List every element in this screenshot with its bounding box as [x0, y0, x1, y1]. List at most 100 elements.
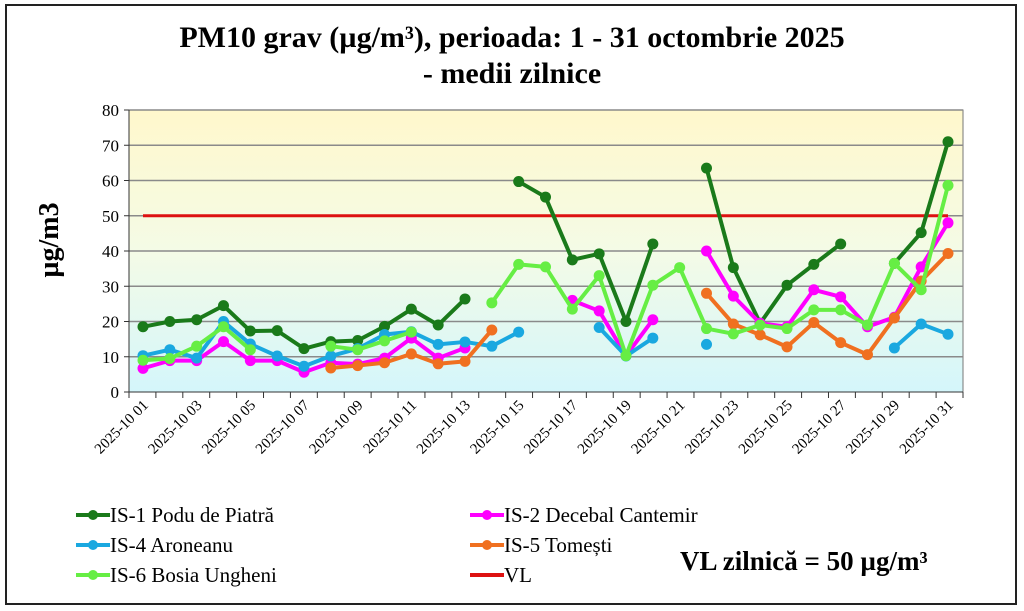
data-point	[137, 362, 149, 374]
data-point	[727, 318, 739, 330]
data-point	[459, 293, 471, 305]
data-point	[405, 348, 417, 360]
data-point	[566, 254, 578, 266]
y-axis-label: µg/m3	[34, 202, 65, 277]
data-point	[513, 258, 525, 270]
series-line	[704, 221, 950, 329]
data-point	[808, 284, 820, 296]
data-point	[647, 238, 659, 250]
x-tick-label: 2025-10 21	[629, 398, 689, 458]
data-point	[781, 279, 793, 291]
data-point	[459, 336, 471, 348]
data-point	[218, 300, 229, 312]
data-point	[701, 323, 712, 335]
x-tick-label: 2025-10 01	[92, 398, 152, 458]
y-tick-label: 70	[102, 136, 119, 155]
legend-label: IS-6 Bosia Ungheni	[110, 563, 277, 587]
data-point	[271, 325, 283, 337]
data-point	[915, 284, 927, 296]
data-point	[862, 349, 873, 361]
data-point	[781, 323, 793, 335]
x-tick-label: 2025-10 25	[736, 398, 796, 458]
y-tick-label: 80	[102, 101, 119, 120]
x-tick-label: 2025-10 27	[790, 397, 850, 457]
data-point	[379, 357, 390, 369]
data-point	[325, 350, 337, 362]
data-point	[727, 328, 739, 340]
y-tick-label: 0	[111, 383, 120, 402]
data-point	[754, 319, 766, 331]
legend-item: IS-2 Decebal Cantemir	[470, 502, 698, 528]
data-point	[298, 343, 310, 355]
data-point	[942, 328, 954, 340]
data-point	[379, 320, 390, 332]
data-point	[701, 245, 712, 257]
data-point	[620, 350, 632, 362]
legend-label: VL	[504, 563, 532, 587]
data-point	[325, 340, 337, 352]
data-point	[191, 314, 203, 326]
legend-item: IS-6 Bosia Ungheni	[76, 562, 277, 588]
data-point	[352, 335, 364, 347]
data-point	[244, 355, 256, 367]
data-point	[164, 344, 176, 356]
legend-item: IS-1 Podu de Piatră	[76, 502, 274, 528]
data-point	[593, 248, 605, 260]
data-point	[432, 338, 444, 350]
data-point	[593, 305, 605, 317]
data-point	[218, 336, 229, 348]
x-tick-label: 2025-10 03	[146, 398, 206, 458]
data-point	[244, 325, 256, 337]
data-point	[459, 355, 471, 367]
data-point	[405, 303, 417, 315]
x-tick-label: 2025-10 29	[843, 398, 903, 458]
data-point	[352, 344, 364, 356]
data-point	[942, 136, 954, 148]
legend-swatch-icon	[470, 562, 504, 588]
data-point	[888, 342, 900, 354]
data-point	[915, 261, 927, 273]
data-point	[379, 335, 390, 347]
legend-item: VL	[470, 562, 532, 588]
data-point	[566, 303, 578, 315]
data-point	[593, 270, 605, 282]
series-line	[330, 330, 412, 352]
data-point	[513, 326, 525, 338]
x-tick-label: 2025-10 17	[521, 397, 581, 457]
y-tick-label: 50	[102, 207, 119, 226]
data-point	[540, 191, 551, 203]
data-point	[486, 340, 498, 352]
y-tick-label: 60	[102, 172, 119, 191]
legend-swatch-icon	[470, 502, 504, 528]
legend-label: IS-4 Aroneanu	[110, 533, 234, 557]
series-is-5-tome-ti	[325, 247, 954, 374]
data-point	[942, 217, 954, 229]
data-point	[486, 297, 498, 309]
vl-annotation: VL zilnică = 50 µg/m³	[680, 546, 928, 576]
data-point	[808, 317, 820, 329]
legend-swatch-icon	[76, 562, 110, 588]
legend-item: IS-5 Tomești	[470, 532, 612, 558]
legend-label: IS-1 Podu de Piatră	[110, 503, 274, 527]
data-point	[942, 179, 954, 191]
data-point	[620, 316, 632, 327]
data-point	[835, 238, 847, 250]
data-point	[808, 304, 820, 316]
legend-label: IS-5 Tomești	[504, 533, 613, 557]
data-point	[808, 258, 820, 270]
x-tick-label: 2025-10 13	[414, 398, 474, 458]
data-point	[540, 261, 551, 273]
series-is-6-bosia-ungheni	[137, 179, 954, 366]
legend-label: IS-2 Decebal Cantemir	[504, 503, 698, 527]
series-is-1-podu-de-piatr-	[137, 136, 954, 355]
data-point	[701, 338, 712, 350]
legend-swatch-icon	[76, 532, 110, 558]
data-point	[915, 227, 927, 239]
data-point	[674, 262, 686, 274]
data-point	[835, 291, 847, 303]
data-point	[164, 353, 176, 365]
data-point	[164, 316, 176, 327]
data-point	[754, 329, 766, 341]
data-point	[486, 324, 498, 336]
data-point	[835, 337, 847, 349]
